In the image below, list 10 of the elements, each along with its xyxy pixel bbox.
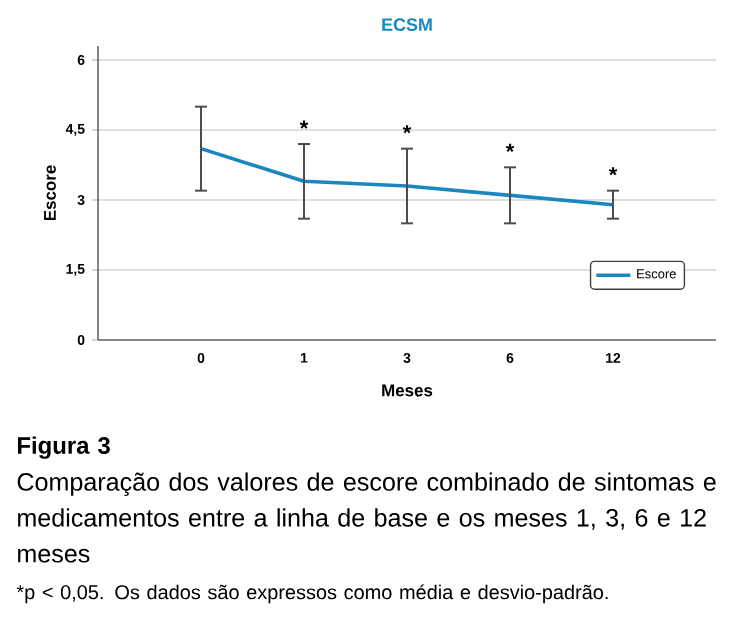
y-axis-title: Escore [44, 165, 56, 221]
text: Comparação dos valores de escore combinado de sintomas e medicamentos entre a linha de base e os meses 1, 3, 6 e 12 meses [17, 472, 716, 563]
annotation: * [299, 120, 309, 129]
annotation: * [402, 125, 412, 134]
x-axis-title: Meses [382, 384, 433, 397]
annotation: * [505, 143, 515, 153]
annotation: * [608, 167, 618, 176]
text: Figura 3 [17, 436, 110, 459]
chart-title: ECSM [382, 18, 432, 32]
text: *p < 0,05. Os dados são expressos como média e desvio-padrão. [16, 584, 608, 604]
